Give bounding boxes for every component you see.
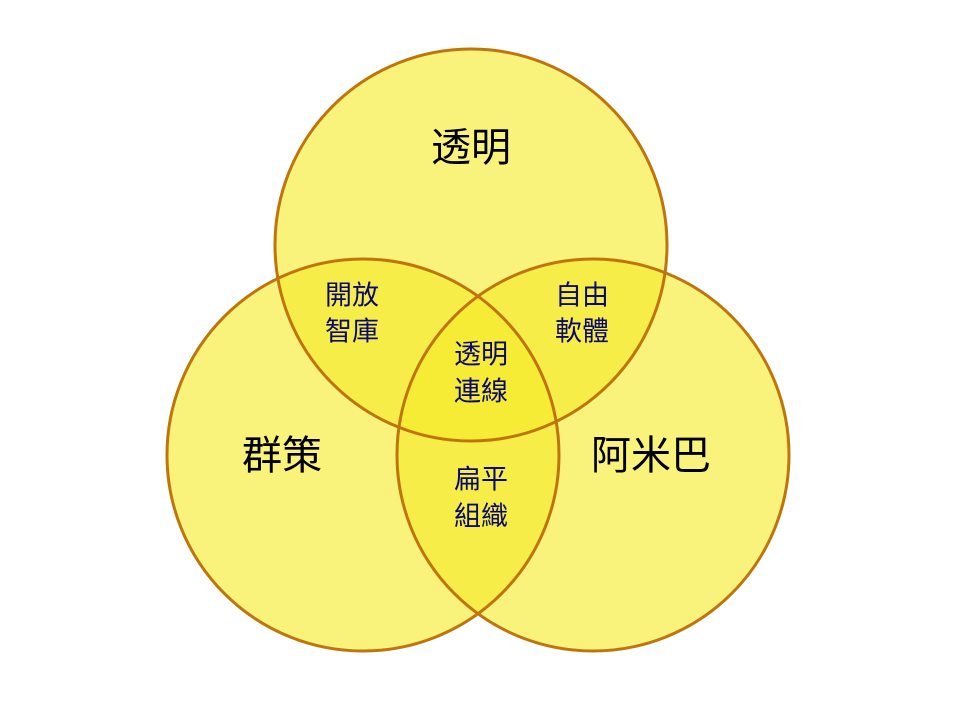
overlap-top-left-line1: 開放 [325,281,379,312]
set-label-top: 透明 [431,125,511,171]
overlap-left-right-line2: 組織 [454,502,508,533]
set-label-left: 群策 [242,433,322,479]
circle-top-outline [273,47,669,443]
overlap-top-right-line2: 軟體 [555,317,609,348]
circle-fills [167,49,789,651]
overlap-center-line2: 連線 [454,377,508,408]
circle-right [397,259,789,651]
set-label-right: 阿米巴 [591,433,711,479]
overlap-top-left-line2: 智庫 [325,317,379,348]
circle-left-outline [165,257,561,653]
overlap-top-right-line1: 自由 [555,281,609,312]
circle-right-outline [395,257,791,653]
circle-outlines [165,47,791,653]
overlap-left-right-line1: 扁平 [454,465,508,496]
overlap-center-line1: 透明 [454,340,508,371]
